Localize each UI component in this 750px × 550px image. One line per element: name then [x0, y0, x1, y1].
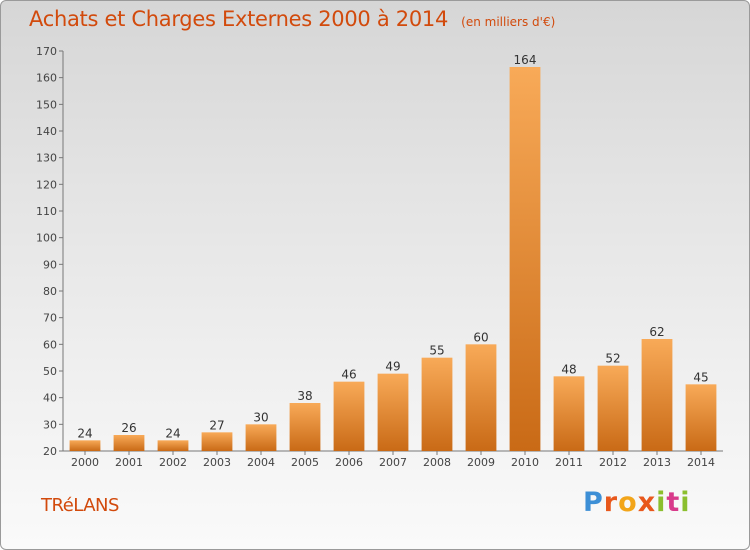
bar-2008 [421, 357, 453, 451]
bars [69, 67, 717, 451]
value-label: 48 [561, 362, 576, 376]
value-labels: 24 26 24 27 30 38 46 49 55 60 164 48 52 62 45 [77, 53, 708, 440]
y-tick-label: 130 [36, 152, 57, 165]
bar-2005 [289, 403, 321, 451]
bar-2010 [509, 67, 541, 451]
y-tick-label: 20 [43, 445, 57, 458]
x-tick-label: 2009 [467, 456, 495, 469]
title-row: Achats et Charges Externes 2000 à 2014 (… [29, 7, 555, 31]
bar-2001 [113, 435, 145, 451]
value-label: 24 [77, 426, 92, 440]
x-tick-label: 2014 [687, 456, 715, 469]
y-tick-label: 70 [43, 312, 57, 325]
x-tick-label: 2007 [379, 456, 407, 469]
bar-2012 [597, 365, 629, 451]
bar-2006 [333, 381, 365, 451]
value-label: 49 [385, 360, 400, 374]
y-tick-label: 60 [43, 338, 57, 351]
x-tick-label: 2010 [511, 456, 539, 469]
value-label: 164 [514, 53, 537, 67]
value-label: 52 [605, 352, 620, 366]
y-tick-label: 50 [43, 365, 57, 378]
y-tick-label: 30 [43, 418, 57, 431]
bar-2004 [245, 424, 277, 451]
bar-2002 [157, 440, 189, 451]
bar-2014 [685, 384, 717, 451]
x-tick-label: 2013 [643, 456, 671, 469]
y-tick-label: 40 [43, 392, 57, 405]
axes: 20 30 40 50 60 70 80 90 100 110 120 130 140 150 160 170… [36, 45, 723, 469]
value-label: 60 [473, 330, 488, 344]
value-label: 55 [429, 344, 444, 358]
bar-2013 [641, 339, 673, 451]
bar-2009 [465, 344, 497, 451]
y-tick-label: 100 [36, 232, 57, 245]
x-tick-label: 2003 [203, 456, 231, 469]
bar-2011 [553, 376, 585, 451]
value-label: 24 [165, 426, 180, 440]
x-tick-label: 2001 [115, 456, 143, 469]
y-tick-label: 110 [36, 205, 57, 218]
value-label: 30 [253, 410, 268, 424]
chart-title: Achats et Charges Externes 2000 à 2014 [29, 7, 449, 31]
value-label: 38 [297, 389, 312, 403]
chart-subtitle: (en milliers d'€) [461, 15, 556, 29]
x-tick-label: 2004 [247, 456, 275, 469]
x-tick-label: 2000 [71, 456, 99, 469]
commune-name: TRéLANS [41, 495, 119, 516]
proxiti-logo[interactable]: Proxiti [583, 487, 691, 518]
y-tick-label: 140 [36, 125, 57, 138]
x-tick-label: 2006 [335, 456, 363, 469]
y-tick-label: 170 [36, 45, 57, 58]
y-tick-label: 160 [36, 72, 57, 85]
x-tick-label: 2002 [159, 456, 187, 469]
value-label: 26 [121, 421, 136, 435]
x-tick-label: 2011 [555, 456, 583, 469]
value-label: 62 [649, 325, 664, 339]
value-label: 45 [693, 370, 708, 384]
y-tick-label: 150 [36, 98, 57, 111]
y-tick-label: 120 [36, 178, 57, 191]
y-tick-label: 80 [43, 285, 57, 298]
value-label: 46 [341, 368, 356, 382]
x-tick-label: 2012 [599, 456, 627, 469]
x-tick-label: 2008 [423, 456, 451, 469]
y-tick-label: 90 [43, 258, 57, 271]
bar-2003 [201, 432, 233, 451]
bar-2007 [377, 373, 409, 451]
bar-2000 [69, 440, 101, 451]
x-tick-label: 2005 [291, 456, 319, 469]
value-label: 27 [209, 418, 224, 432]
